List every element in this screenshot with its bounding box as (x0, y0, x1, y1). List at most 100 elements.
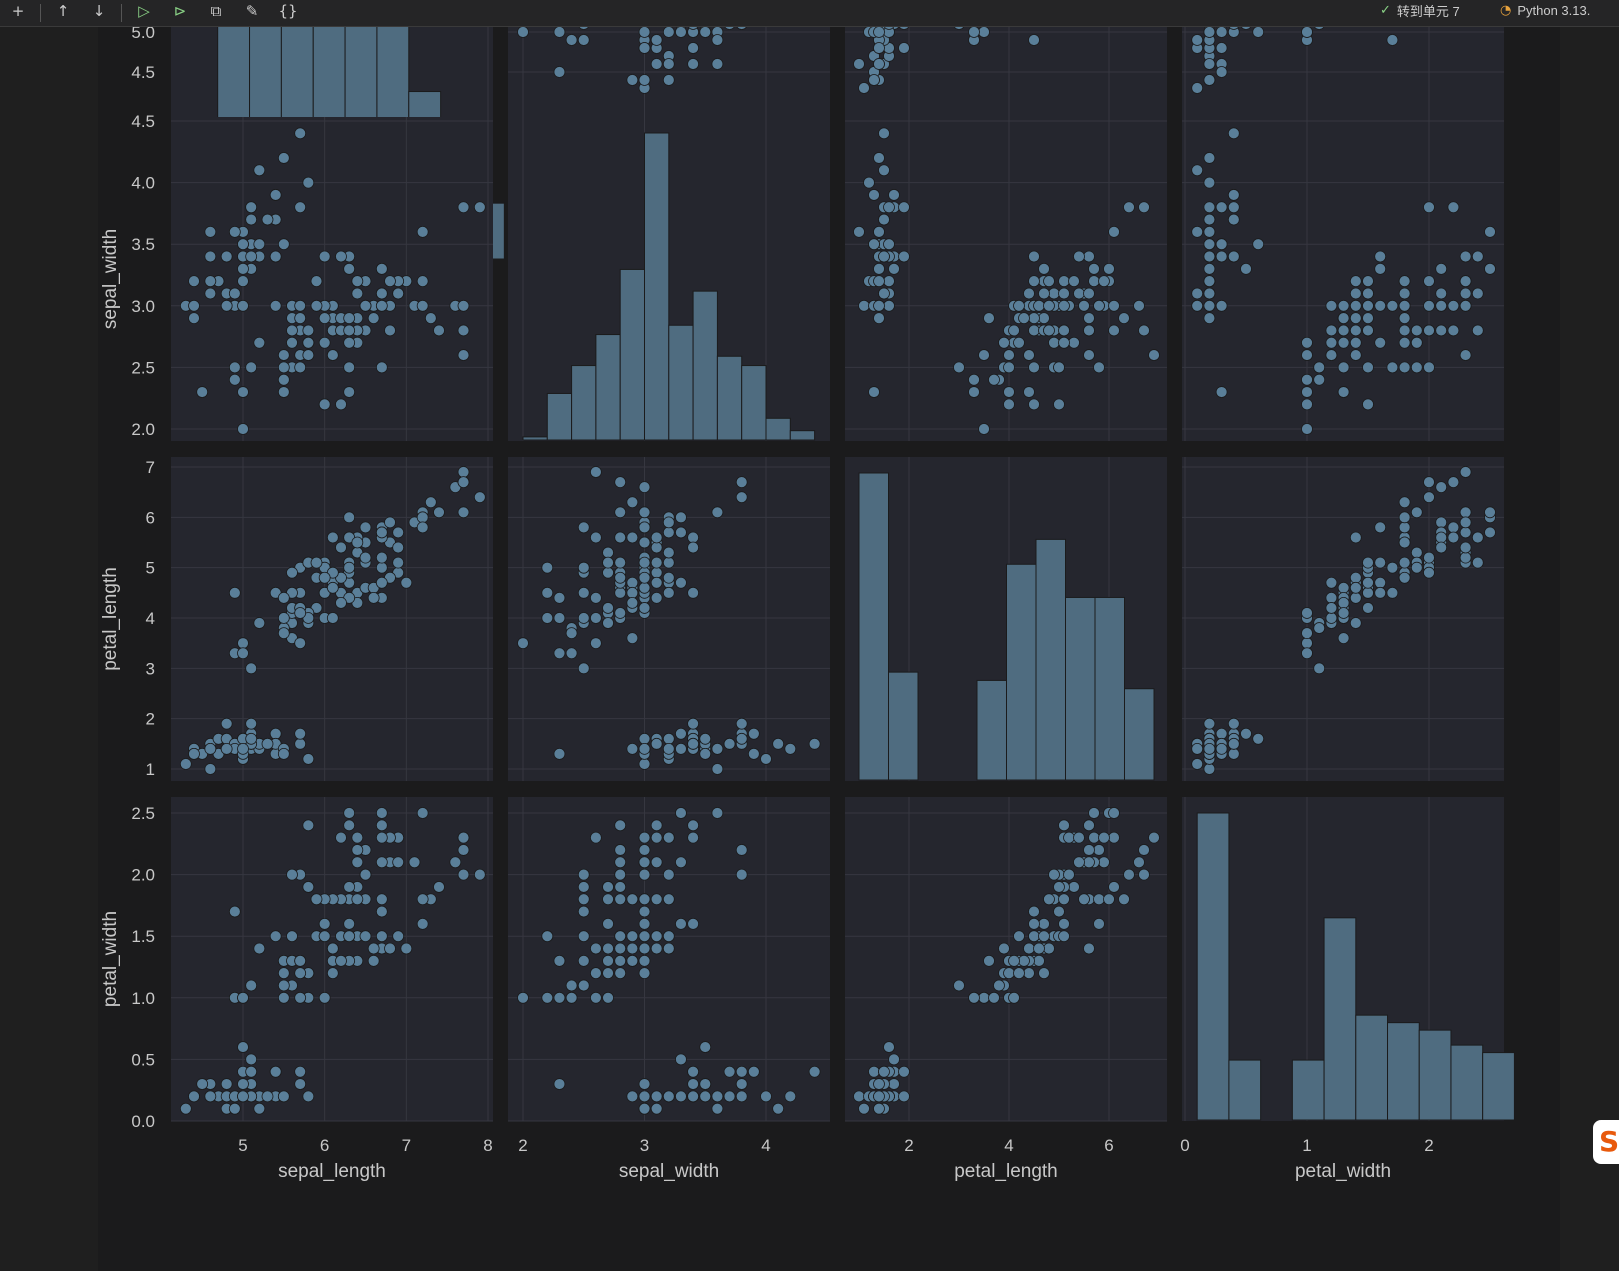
scatter-point (602, 893, 614, 906)
scatter-point (1301, 27, 1313, 38)
scatter-point (1098, 275, 1110, 288)
y-tick-label: 0.5 (131, 1050, 155, 1069)
x-tick-label: 4 (1004, 1136, 1013, 1155)
y-tick-label: 0.0 (131, 1112, 155, 1131)
scatter-point (375, 930, 388, 943)
floating-assistant-button[interactable]: S (1593, 1120, 1619, 1164)
scatter-point (1078, 893, 1090, 906)
scatter-point (269, 727, 282, 740)
scatter-point (237, 238, 249, 251)
scatter-point (1203, 176, 1216, 189)
scatter-point (602, 967, 614, 980)
scatter-point (614, 881, 627, 893)
histogram-bar (1355, 1014, 1389, 1121)
histogram-bar (1418, 1029, 1452, 1121)
scatter-point (853, 1090, 865, 1103)
scatter-point (662, 546, 675, 559)
scatter-point (1301, 373, 1313, 386)
subplot-petal_width-vs-petal_width (1182, 797, 1515, 1121)
scatter-point (457, 299, 470, 312)
scatter-point (1028, 34, 1040, 46)
plus-icon[interactable]: + (11, 2, 25, 20)
scatter-point (1362, 275, 1374, 288)
scatter-point (277, 991, 290, 1004)
scatter-point (1058, 819, 1070, 832)
x-tick-label: 5 (238, 1136, 247, 1155)
arrow-down-icon[interactable]: ↓ (92, 2, 106, 20)
y-tick-label: 1 (146, 760, 155, 779)
scatter-point (1337, 386, 1350, 398)
scatter-point (1083, 856, 1095, 869)
scatter-point (517, 637, 529, 650)
scatter-point (638, 1090, 651, 1103)
histogram-bar (668, 324, 694, 441)
scatter-point (1484, 225, 1496, 238)
x-axis-label: petal_width (1295, 1161, 1391, 1182)
scatter-point (1191, 82, 1204, 94)
scatter-point (1301, 607, 1313, 619)
kernel-label: Python 3.13. (1517, 2, 1591, 18)
histogram-bar (595, 334, 621, 441)
scatter-point (1133, 856, 1145, 869)
scatter-point (457, 831, 470, 844)
scatter-point (1053, 398, 1065, 411)
kernel-picker[interactable]: ◔ Python 3.13. (1500, 0, 1590, 20)
scatter-point (277, 361, 290, 374)
scatter-point (553, 66, 566, 78)
scatter-point (1398, 275, 1411, 288)
scatter-point (1068, 336, 1080, 349)
scatter-point (375, 561, 388, 574)
x-tick-label: 8 (483, 1136, 492, 1155)
scatter-point (626, 576, 639, 589)
x-tick-label: 2 (1424, 1136, 1433, 1155)
scatter-point (883, 1041, 895, 1053)
run-cell-icon[interactable]: ▷ (138, 2, 150, 20)
scatter-point (978, 349, 990, 361)
scatter-point (1048, 287, 1060, 300)
scatter-point (1447, 324, 1460, 337)
scatter-point (433, 506, 445, 519)
scatter-point (1018, 954, 1030, 967)
braces-icon[interactable]: {} (278, 2, 298, 20)
scatter-point (1301, 637, 1313, 650)
scatter-point (1325, 576, 1338, 589)
scatter-point (261, 737, 274, 750)
scatter-point (1191, 164, 1204, 177)
run-below-icon[interactable]: ⊳ (173, 2, 187, 20)
scatter-point (1203, 225, 1216, 238)
y-tick-label: 4 (146, 609, 155, 628)
scatter-point (614, 556, 627, 569)
scatter-point (416, 299, 429, 312)
goto-cell-status[interactable]: ✓ 转到单元 7 (1380, 0, 1460, 20)
debug-icon[interactable]: ✎ (245, 2, 259, 20)
clear-icon[interactable]: ⧉ (210, 2, 222, 20)
scatter-point (1398, 496, 1411, 509)
scatter-point (1038, 262, 1050, 275)
scatter-point (888, 1053, 900, 1066)
scatter-point (1484, 262, 1496, 275)
scatter-point (898, 42, 910, 54)
scatter-point (1215, 742, 1228, 755)
histogram-bar (858, 472, 889, 781)
scatter-point (449, 856, 462, 869)
scatter-point (1215, 299, 1228, 312)
pairplot-svg: 4.5 5.0 2.0 2.5 3.0 3.5 4.0 4.5 sepal_width 1 2 3 4 5… (100, 27, 1515, 1182)
scatter-point (638, 930, 651, 943)
scatter-point (1386, 299, 1399, 312)
y-tick-label: 3.5 (131, 235, 155, 254)
scatter-point (888, 189, 900, 201)
histogram-bar (644, 132, 670, 441)
histogram-bar (976, 679, 1007, 781)
scatter-point (269, 1065, 282, 1078)
scatter-point (286, 336, 298, 349)
scatter-point (335, 831, 347, 844)
scatter-point (1362, 312, 1374, 325)
y-tick-label: 5.0 (131, 27, 155, 42)
scatter-point (626, 893, 639, 906)
scatter-point (898, 27, 910, 30)
subplot-petal_width-vs-sepal_width (508, 797, 830, 1122)
arrow-up-icon[interactable]: ↑ (56, 2, 70, 20)
scatter-point (1240, 727, 1252, 740)
scatter-point (335, 398, 347, 411)
scatter-point (565, 627, 578, 639)
